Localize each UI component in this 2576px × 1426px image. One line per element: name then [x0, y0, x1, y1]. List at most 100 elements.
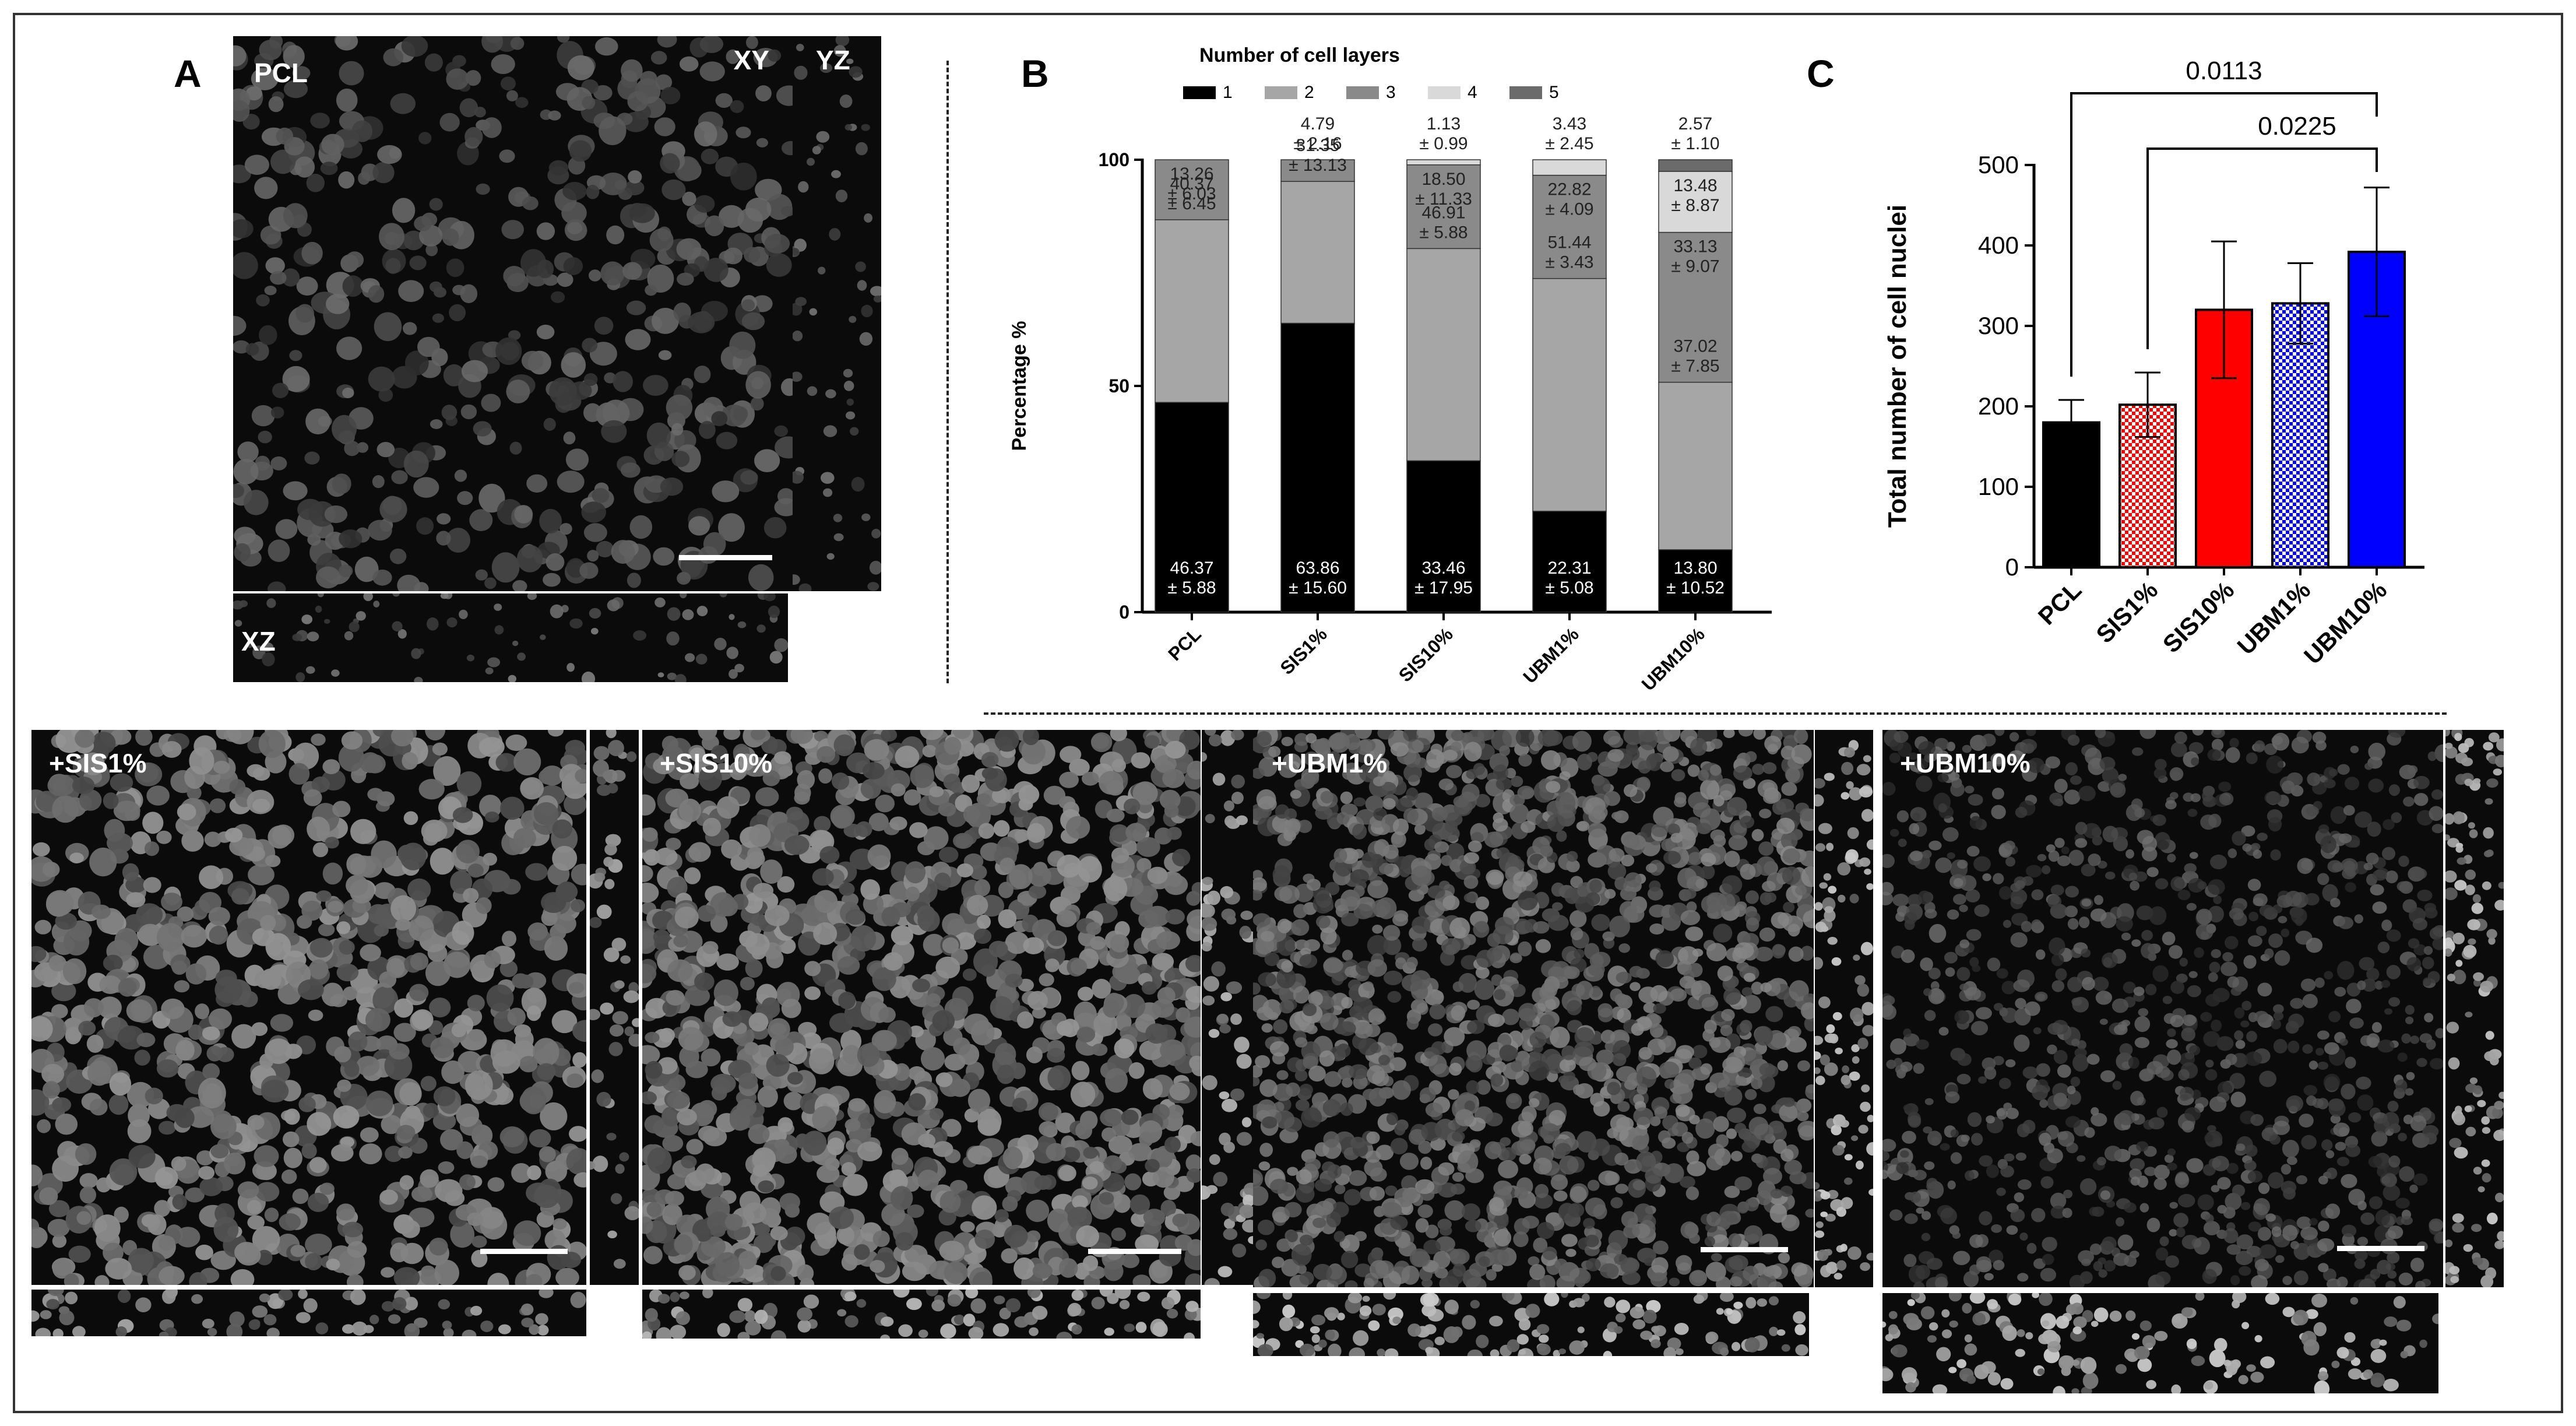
data-label-error: ± 5.88	[1419, 223, 1468, 242]
x-tick-label: SIS10%	[2158, 576, 2240, 658]
legend-swatch-3	[1346, 86, 1379, 99]
significance-bracket	[2146, 147, 2378, 350]
legend-label-4: 4	[1468, 83, 1477, 102]
yz-label: YZ	[816, 45, 850, 75]
data-label-error: ± 13.13	[1289, 156, 1347, 175]
legend-label-5: 5	[1549, 83, 1559, 102]
bar-segment-4	[1406, 159, 1481, 166]
sis1-label: +SIS1%	[49, 748, 147, 778]
nuclei-texture	[642, 1290, 1201, 1339]
divider-horizontal	[984, 712, 2447, 715]
panel-letter-b: B	[1021, 52, 1049, 95]
scale-bar	[1701, 1247, 1788, 1252]
bar-segment-3	[1406, 164, 1481, 250]
ubm1-yz-micrograph	[1815, 730, 1873, 1287]
legend-swatch-1	[1183, 86, 1216, 99]
scale-bar	[1088, 1249, 1181, 1254]
nuclei-texture	[1815, 740, 1873, 1280]
data-label-error: ± 2.45	[1545, 134, 1593, 153]
y-tick-label: 300	[1978, 312, 2019, 339]
y-tick-label: 100	[1099, 149, 1129, 170]
data-label-value: 2.57	[1678, 114, 1712, 134]
pcl-xy-micrograph: PCL XY	[233, 36, 793, 591]
bar-segment-1	[1406, 460, 1481, 613]
nuclei-texture	[233, 593, 788, 682]
bar-segment-5	[1658, 159, 1733, 172]
data-label-value: 51.44	[1547, 233, 1591, 252]
data-label-value: 13.48	[1673, 176, 1717, 195]
nuclei-texture	[1253, 1293, 1808, 1356]
bar-segment-3	[1658, 231, 1733, 383]
data-label-value: 33.46	[1421, 559, 1465, 578]
nuclei-texture	[1253, 730, 1814, 1287]
nuclei-texture	[793, 36, 881, 591]
data-label-error: ± 6.03	[1167, 184, 1216, 203]
data-label-value: 40.37	[1170, 174, 1213, 194]
legend-swatch-5	[1509, 86, 1542, 99]
data-label-value: 31.35	[1296, 136, 1339, 155]
pcl-yz-micrograph: YZ	[793, 36, 881, 591]
legend-swatch-4	[1428, 86, 1461, 99]
data-label-value: 13.80	[1673, 559, 1717, 578]
ubm10-label: +UBM10%	[1900, 748, 2030, 778]
x-tick-label: SIS1%	[1276, 623, 1331, 679]
ubm10-yz-micrograph	[2445, 730, 2504, 1287]
data-label-error: ± 8.87	[1671, 196, 1719, 215]
y-tick-label: 0	[2005, 553, 2019, 581]
sis1-xy-micrograph: +SIS1%	[31, 730, 586, 1285]
nuclei-texture	[31, 1290, 586, 1336]
nuclei-texture	[1882, 1293, 2438, 1393]
data-label-error: ± 15.60	[1289, 578, 1347, 598]
y-tick-label: 200	[1978, 392, 2019, 420]
data-label-value: 37.02	[1673, 337, 1717, 356]
y-tick-label: 100	[1978, 473, 2019, 500]
bar-segment-3	[1280, 159, 1355, 182]
nuclei-texture	[233, 36, 793, 591]
data-label-value: 33.13	[1673, 237, 1717, 257]
bar-segment-4	[1532, 159, 1607, 176]
data-label-error: ± 7.85	[1671, 357, 1719, 376]
data-label-value: 22.31	[1547, 559, 1591, 578]
ubm10-xz-micrograph	[1882, 1293, 2438, 1393]
y-tick-label: 50	[1108, 375, 1129, 396]
data-label-error: ± 5.88	[1167, 578, 1216, 598]
significance-label: 0.0225	[2258, 112, 2336, 141]
bar-segment-3	[1155, 159, 1229, 220]
nuclei-texture	[590, 730, 639, 1269]
data-label-value: 63.86	[1296, 559, 1339, 578]
data-label-error: ± 17.95	[1414, 578, 1473, 598]
data-label-value: 22.82	[1547, 180, 1591, 199]
y-tick-label: 500	[1978, 151, 2019, 178]
bar-segment-2	[1532, 278, 1607, 512]
pcl-label: PCL	[254, 58, 308, 88]
ubm1-xz-micrograph	[1253, 1293, 1809, 1356]
x-tick-label: UBM1%	[1519, 623, 1583, 687]
panel-letter-a: A	[174, 52, 202, 95]
xz-label: XZ	[241, 626, 276, 656]
legend-title: Number of cell layers	[1199, 44, 1400, 66]
bar-segment-4	[1658, 171, 1733, 233]
ubm10-xy-micrograph: +UBM10%	[1882, 730, 2443, 1287]
legend-label-3: 3	[1386, 83, 1396, 102]
data-label-error: ± 11.33	[1415, 189, 1472, 209]
scale-bar	[679, 555, 772, 560]
bar-segment-1	[1658, 549, 1733, 613]
bar-segment-2	[1280, 181, 1355, 324]
x-tick-label: UBM10%	[2299, 576, 2392, 669]
sis10-xz-micrograph	[642, 1290, 1201, 1339]
bar	[2271, 302, 2329, 568]
bar-segment-3	[1532, 174, 1607, 279]
panel-letter-c: C	[1807, 52, 1835, 95]
data-label-error: ± 4.09	[1545, 200, 1593, 219]
scale-bar	[480, 1249, 568, 1254]
significance-label: 0.0113	[2186, 57, 2262, 85]
x-tick-label: SIS1%	[2091, 576, 2163, 648]
data-label-value: 46.91	[1421, 203, 1465, 222]
y-axis-label: Percentage %	[1008, 321, 1030, 451]
data-label-error: ± 5.08	[1545, 578, 1593, 598]
pcl-xz-micrograph: XZ	[233, 593, 788, 682]
x-tick-label: PCL	[1164, 623, 1205, 665]
significance-bracket	[2070, 92, 2378, 377]
y-axis-label: Total number of cell nuclei	[1883, 205, 1912, 528]
sis10-label: +SIS10%	[660, 748, 773, 778]
